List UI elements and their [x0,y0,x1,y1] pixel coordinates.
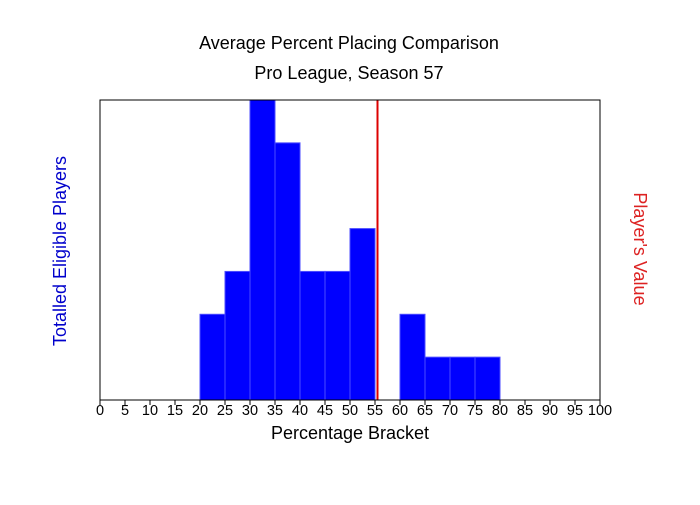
x-tick-label-70: 70 [442,403,458,419]
bar-30 [249,99,276,401]
x-tick-label-40: 40 [292,403,308,419]
x-tick-label-95: 95 [567,403,583,419]
x-tick-label-90: 90 [542,403,558,419]
x-tick-label-100: 100 [588,403,612,419]
x-tick-label-30: 30 [242,403,258,419]
bar-40 [299,270,326,401]
bar-25 [224,270,251,401]
x-tick-label-50: 50 [342,403,358,419]
x-tick-label-45: 45 [317,403,333,419]
bar-20 [199,313,226,401]
x-tick-label-5: 5 [121,403,129,419]
x-tick-label-65: 65 [417,403,433,419]
bar-50 [349,228,376,401]
bars-group [199,99,501,401]
chart-subtitle: Pro League, Season 57 [254,63,443,83]
bar-65 [424,356,451,401]
x-tick-label-85: 85 [517,403,533,419]
x-tick-label-55: 55 [367,403,383,419]
x-axis-ticks: 0 5 10 15 20 25 30 35 40 45 50 55 60 65 70 75 80 85 90 95 10… [96,400,612,419]
chart-title: Average Percent Placing Comparison [199,33,499,53]
bar-35 [274,142,301,401]
x-tick-label-0: 0 [96,403,104,419]
x-tick-label-25: 25 [217,403,233,419]
x-tick-label-80: 80 [492,403,508,419]
bar-70 [449,356,476,401]
x-tick-label-60: 60 [392,403,408,419]
x-tick-label-10: 10 [142,403,158,419]
y-axis-label-right: Player's Value [630,192,650,305]
bar-45 [324,270,351,401]
x-tick-label-75: 75 [467,403,483,419]
x-axis-label: Percentage Bracket [271,423,429,443]
x-tick-label-35: 35 [267,403,283,419]
x-tick-label-20: 20 [192,403,208,419]
x-tick-label-15: 15 [167,403,183,419]
y-axis-label-left: Totalled Eligible Players [50,156,70,346]
bar-75 [474,356,501,401]
bar-60 [399,313,426,401]
